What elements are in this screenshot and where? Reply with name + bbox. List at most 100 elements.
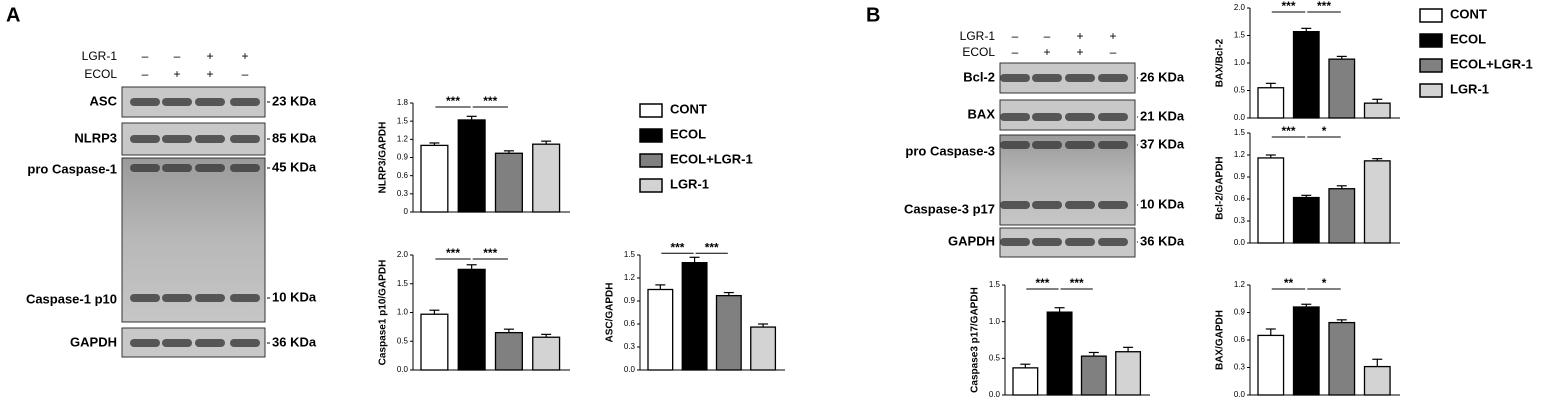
significance-label: *** bbox=[1282, 0, 1296, 13]
band bbox=[230, 135, 260, 143]
band bbox=[130, 164, 160, 172]
band bbox=[130, 294, 160, 302]
band bbox=[1065, 238, 1095, 246]
bar bbox=[494, 331, 523, 371]
bar bbox=[532, 143, 561, 213]
y-tick-label: 0.9 bbox=[624, 296, 636, 305]
y-tick-label: 1.5 bbox=[1234, 31, 1246, 40]
bar bbox=[750, 326, 777, 371]
bar bbox=[1363, 160, 1391, 244]
treatment-sign: + bbox=[1076, 45, 1083, 59]
significance-label: *** bbox=[446, 94, 460, 108]
bar bbox=[1328, 188, 1356, 244]
legend-swatch bbox=[639, 128, 663, 143]
y-tick-label: 0.6 bbox=[397, 171, 409, 180]
legend-label: CONT bbox=[1450, 6, 1487, 21]
bar bbox=[1328, 58, 1356, 119]
legend-swatch bbox=[639, 153, 663, 168]
bar bbox=[715, 294, 742, 371]
legend-label: LGR-1 bbox=[1450, 81, 1489, 96]
band bbox=[162, 294, 192, 302]
y-tick-label: 0.9 bbox=[1234, 172, 1246, 181]
significance-label: *** bbox=[1070, 276, 1084, 290]
band bbox=[162, 164, 192, 172]
legend-label: LGR-1 bbox=[670, 176, 709, 191]
treatment-sign: – bbox=[1044, 29, 1051, 43]
band bbox=[1098, 74, 1128, 82]
band bbox=[195, 294, 225, 302]
y-tick-label: 1.5 bbox=[624, 250, 636, 259]
band bbox=[162, 339, 192, 347]
y-tick-label: 0.0 bbox=[397, 365, 409, 374]
y-tick-label: 0.9 bbox=[1234, 308, 1246, 317]
band bbox=[1000, 238, 1030, 246]
legend-swatch bbox=[1419, 8, 1443, 23]
y-tick-label: 0.6 bbox=[1234, 194, 1246, 203]
band bbox=[1032, 141, 1062, 149]
bar bbox=[1363, 365, 1391, 396]
y-tick-label: 0.3 bbox=[397, 189, 409, 198]
significance-label: *** bbox=[483, 246, 497, 260]
bar bbox=[1257, 157, 1285, 244]
treatment-sign: + bbox=[1043, 45, 1050, 59]
treatment-sign: – bbox=[242, 67, 249, 81]
band bbox=[130, 339, 160, 347]
bar bbox=[1080, 355, 1107, 396]
significance-label: ** bbox=[1284, 276, 1294, 290]
marker-size: 85 KDa bbox=[272, 130, 317, 145]
band bbox=[1065, 74, 1095, 82]
band bbox=[1065, 141, 1095, 149]
treatment-sign: + bbox=[206, 67, 213, 81]
y-tick-label: 0.0 bbox=[624, 365, 636, 374]
y-tick-label: 0.6 bbox=[1234, 335, 1246, 344]
band bbox=[230, 164, 260, 172]
band bbox=[130, 135, 160, 143]
y-tick-label: 1.2 bbox=[624, 273, 636, 282]
treatment-label: ECOL bbox=[84, 67, 117, 81]
y-tick-label: 0.3 bbox=[1234, 216, 1246, 225]
band-label: NLRP3 bbox=[74, 130, 117, 145]
bar bbox=[1257, 334, 1285, 396]
y-axis-label: BAX/GAPDH bbox=[1215, 310, 1226, 370]
y-tick-label: 0.0 bbox=[1234, 238, 1246, 247]
marker-size: 21 KDa bbox=[1140, 108, 1185, 123]
y-axis-label: BAX/Bcl-2 bbox=[1215, 38, 1226, 87]
marker-size: 23 KDa bbox=[272, 93, 317, 108]
bar bbox=[1328, 321, 1356, 396]
marker-size: 36 KDa bbox=[272, 334, 317, 349]
band bbox=[195, 164, 225, 172]
marker-size: 37 KDa bbox=[1140, 136, 1185, 151]
band bbox=[1065, 113, 1095, 121]
significance-label: *** bbox=[670, 240, 684, 254]
treatment-label: LGR-1 bbox=[960, 29, 996, 43]
y-tick-label: 1.0 bbox=[1234, 58, 1246, 67]
legend-label: ECOL bbox=[1450, 31, 1486, 46]
y-tick-label: 1.2 bbox=[397, 134, 409, 143]
significance-label: *** bbox=[1035, 276, 1049, 290]
bar bbox=[1363, 102, 1391, 119]
y-tick-label: 1.2 bbox=[1234, 280, 1246, 289]
marker-size: 10 KDa bbox=[1140, 196, 1185, 211]
treatment-sign: + bbox=[206, 49, 213, 63]
bar bbox=[681, 262, 708, 371]
y-axis-label: Bcl-2/GAPDH bbox=[1215, 156, 1226, 219]
y-tick-label: 0.0 bbox=[989, 390, 1001, 399]
band-label: BAX bbox=[968, 106, 996, 121]
y-tick-label: 0.5 bbox=[397, 336, 409, 345]
treatment-sign: – bbox=[1012, 29, 1019, 43]
band-label: Caspase-3 p17 bbox=[904, 201, 995, 216]
marker-size: 10 KDa bbox=[272, 289, 317, 304]
blot-box bbox=[999, 134, 1136, 226]
significance-label: * bbox=[1322, 276, 1327, 290]
band bbox=[1032, 113, 1062, 121]
band bbox=[230, 339, 260, 347]
y-axis-label: NLRP3/GAPDH bbox=[378, 122, 389, 194]
y-tick-label: 0.9 bbox=[397, 153, 409, 162]
band bbox=[230, 98, 260, 106]
bar bbox=[1012, 367, 1039, 396]
significance-label: *** bbox=[483, 94, 497, 108]
y-tick-label: 2.0 bbox=[1234, 3, 1246, 12]
y-tick-label: 1.8 bbox=[397, 98, 409, 107]
y-tick-label: 0.5 bbox=[989, 353, 1001, 362]
